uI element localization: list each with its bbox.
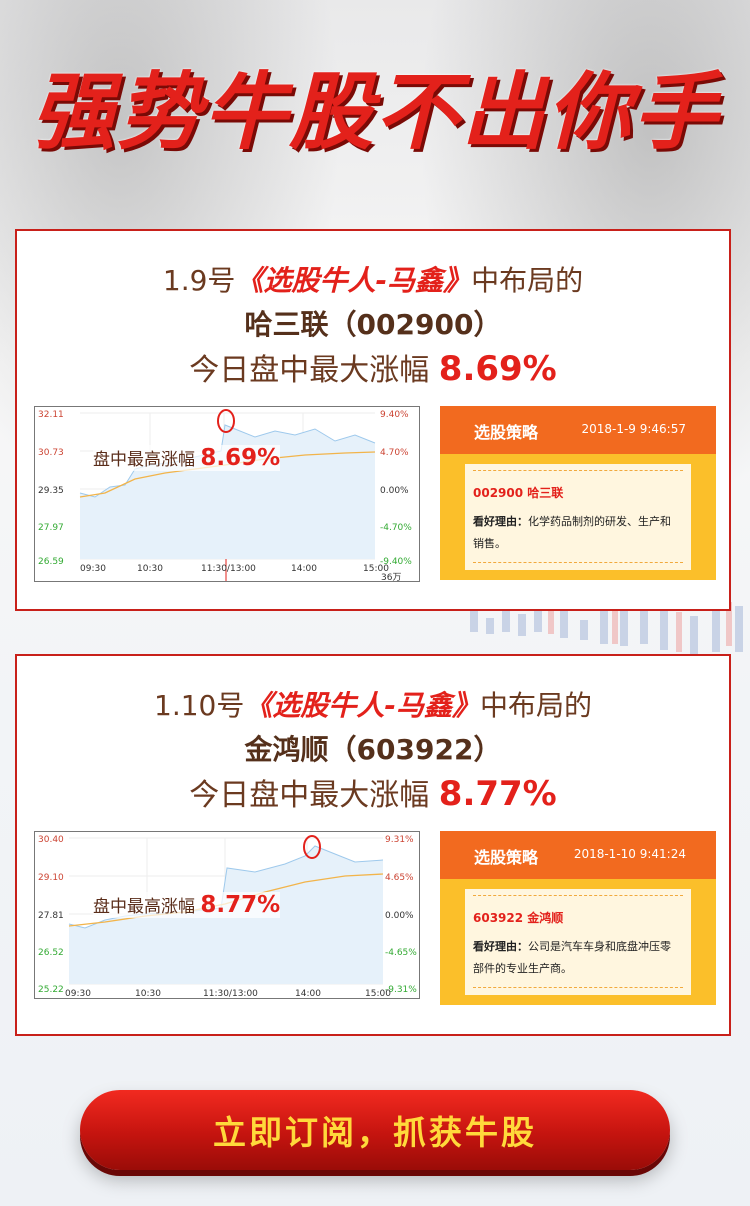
reason-text: 化学药品制剂的研发、生产和销售。 xyxy=(473,515,671,550)
date-prefix: 1.9号 xyxy=(162,264,236,297)
strategy-stock: 603922 金鸿顺 xyxy=(473,911,564,925)
peak-marker-icon xyxy=(303,835,321,859)
gain-line: 今日盘中最大涨幅 8.77% xyxy=(17,770,729,814)
gain-value: 8.69% xyxy=(438,349,557,389)
strategy-reason: 看好理由：公司是汽车车身和底盘冲压零部件的专业生产商。 xyxy=(473,936,681,980)
stock-name-line: 哈三联（002900） xyxy=(244,308,502,341)
y-tick: 26.59 xyxy=(38,557,64,567)
reason-label: 看好理由： xyxy=(473,515,528,528)
annotation-value: 8.77% xyxy=(200,892,281,918)
strategy-body: 002900 哈三联 看好理由：化学药品制剂的研发、生产和销售。 xyxy=(440,454,716,580)
y-tick-right: -4.65% xyxy=(385,948,417,958)
y-tick: 25.22 xyxy=(38,985,64,995)
strategy-note: 002900 哈三联 看好理由：化学药品制剂的研发、生产和销售。 xyxy=(465,464,691,570)
intro-suffix: 中布局的 xyxy=(479,689,592,722)
program-name: 《选股牛人-马鑫》 xyxy=(244,689,480,722)
strategy-datetime: 2018-1-10 9:41:24 xyxy=(573,847,686,861)
x-tick: 09:30 xyxy=(65,989,91,998)
x-tick: 11:30/13:00 xyxy=(201,564,256,574)
annotation-label: 盘中最高涨幅 xyxy=(93,450,195,470)
y-tick-right: 4.70% xyxy=(380,448,409,458)
annotation-value: 8.69% xyxy=(200,445,281,471)
chart-svg: 32.11 30.73 29.35 27.97 26.59 9.40% 4.70… xyxy=(38,409,412,581)
strategy-title: 选股策略 xyxy=(474,423,539,442)
chart-annotation: 盘中最高涨幅 8.77% xyxy=(93,892,281,918)
peak-marker-icon xyxy=(217,409,235,433)
date-prefix: 1.10号 xyxy=(154,689,245,722)
gain-label: 今日盘中最大涨幅 xyxy=(189,778,430,813)
strategy-header: 选股策略 2018-1-10 9:41:24 xyxy=(440,831,716,879)
gain-line: 今日盘中最大涨幅 8.69% xyxy=(17,345,729,389)
reason-text: 公司是汽车车身和底盘冲压零部件的专业生产商。 xyxy=(473,940,671,975)
price-area xyxy=(80,425,375,559)
candlestick-decoration xyxy=(470,594,743,656)
strategy-note: 603922 金鸿顺 看好理由：公司是汽车车身和底盘冲压零部件的专业生产商。 xyxy=(465,889,691,995)
y-tick: 27.97 xyxy=(38,523,64,533)
gain-label: 今日盘中最大涨幅 xyxy=(189,353,430,388)
y-tick-right: 4.65% xyxy=(385,873,414,883)
gain-value: 8.77% xyxy=(438,774,557,814)
intraday-chart: 32.11 30.73 29.35 27.97 26.59 9.40% 4.70… xyxy=(34,406,420,582)
strategy-panel: 选股策略 2018-1-10 9:41:24 603922 金鸿顺 看好理由：公… xyxy=(440,831,716,1005)
x-tick: 10:30 xyxy=(135,989,161,998)
subscribe-button[interactable]: 立即订阅，抓获牛股 xyxy=(80,1090,670,1170)
hero-title: 强势牛股不出你手 xyxy=(30,63,719,161)
chart-annotation: 盘中最高涨幅 8.69% xyxy=(93,445,281,471)
y-tick-right: 0.00% xyxy=(380,486,409,496)
x-tick: 11:30/13:00 xyxy=(203,989,258,998)
y-tick: 30.40 xyxy=(38,835,64,845)
strategy-title: 选股策略 xyxy=(474,848,539,867)
y-tick-right: -9.40% xyxy=(380,557,412,567)
x-tick: 15:00 xyxy=(363,564,389,574)
intro-suffix: 中布局的 xyxy=(471,264,584,297)
strategy-panel: 选股策略 2018-1-9 9:46:57 002900 哈三联 看好理由：化学… xyxy=(440,406,716,580)
y-tick-right: 9.40% xyxy=(380,410,409,420)
x-tick: 09:30 xyxy=(80,564,106,574)
stock-name-line: 金鸿顺（603922） xyxy=(244,733,502,766)
price-line xyxy=(68,845,384,929)
y-tick: 29.10 xyxy=(38,873,64,883)
x-tick: 15:00 xyxy=(365,989,391,998)
card-intro-line: 1.9号《选股牛人-马鑫》中布局的 xyxy=(17,259,729,299)
subscribe-button-label: 立即订阅，抓获牛股 xyxy=(213,1113,537,1152)
strategy-body: 603922 金鸿顺 看好理由：公司是汽车车身和底盘冲压零部件的专业生产商。 xyxy=(440,879,716,1005)
card-intro-line: 1.10号《选股牛人-马鑫》中布局的 xyxy=(17,684,729,724)
x-tick: 14:00 xyxy=(291,564,317,574)
stock-card: 1.10号《选股牛人-马鑫》中布局的 金鸿顺（603922） 今日盘中最大涨幅 … xyxy=(15,654,731,1036)
program-name: 《选股牛人-马鑫》 xyxy=(235,264,472,297)
reason-label: 看好理由： xyxy=(473,940,528,953)
volume-label: 36万 xyxy=(381,573,401,581)
stock-card: 1.9号《选股牛人-马鑫》中布局的 哈三联（002900） 今日盘中最大涨幅 8… xyxy=(15,229,731,611)
annotation-label: 盘中最高涨幅 xyxy=(93,897,195,917)
y-tick: 26.52 xyxy=(38,948,64,958)
strategy-reason: 看好理由：化学药品制剂的研发、生产和销售。 xyxy=(473,511,681,555)
hero-banner: 强势牛股不出你手 xyxy=(0,62,750,162)
strategy-header: 选股策略 2018-1-9 9:46:57 xyxy=(440,406,716,454)
y-tick: 29.35 xyxy=(38,486,64,496)
strategy-stock: 002900 哈三联 xyxy=(473,486,564,500)
y-tick-right: 9.31% xyxy=(385,835,414,845)
y-tick-right: -9.31% xyxy=(385,985,417,995)
x-tick: 10:30 xyxy=(137,564,163,574)
y-tick: 30.73 xyxy=(38,448,64,458)
intraday-chart: 30.40 29.10 27.81 26.52 25.22 9.31% 4.65… xyxy=(34,831,420,999)
y-tick-right: -4.70% xyxy=(380,523,412,533)
y-tick-right: 0.00% xyxy=(385,911,414,921)
y-tick: 27.81 xyxy=(38,911,64,921)
x-tick: 14:00 xyxy=(295,989,321,998)
y-tick: 32.11 xyxy=(38,410,64,420)
strategy-datetime: 2018-1-9 9:46:57 xyxy=(581,422,686,436)
